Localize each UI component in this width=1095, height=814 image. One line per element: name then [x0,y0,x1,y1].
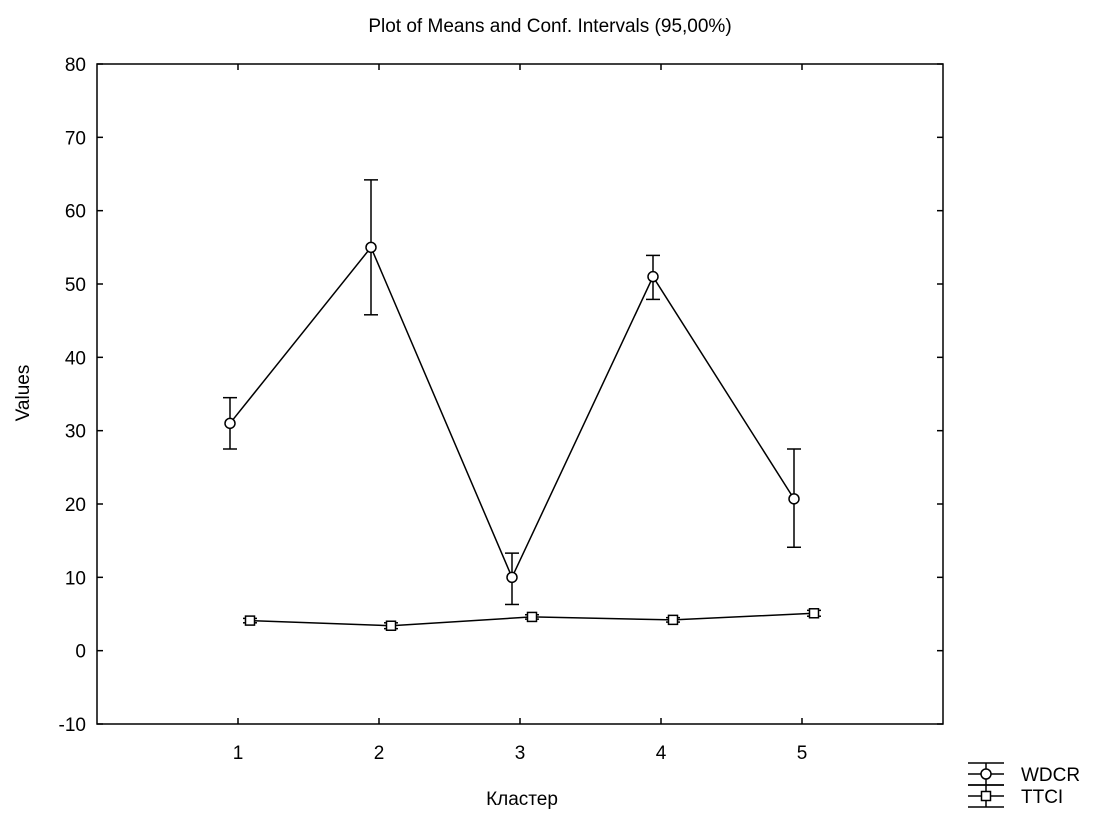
series-line [229,245,795,580]
y-tick-label: 60 [65,202,86,223]
y-tick-label: -10 [59,715,86,736]
y-tick-label: 80 [65,55,86,76]
y-tick-label: 20 [65,495,86,516]
data-point [526,611,538,623]
x-tick-label: 2 [374,743,385,764]
y-axis-label: Values [13,365,34,422]
data-point [506,571,518,584]
legend-symbol [968,784,1004,808]
data-point [667,614,679,626]
y-tick-label: 30 [65,422,86,443]
legend-symbol [968,762,1004,786]
y-tick-label: 70 [65,128,86,149]
y-tick-label: 10 [65,568,86,589]
data-point [788,493,800,505]
series-wdcr [223,179,801,606]
y-tick-label: 0 [75,642,86,663]
data-point [365,241,377,254]
series-ttci [243,608,821,631]
data-point [385,620,397,631]
legend-label: WDCR [1021,765,1080,786]
y-tick-label: 40 [65,348,86,369]
legend-label: TTCI [1021,787,1063,808]
x-tick-label: 5 [797,743,808,764]
x-axis-label: Кластер [486,789,558,810]
data-point [647,270,659,283]
data-point [224,417,236,430]
x-tick-label: 4 [656,743,667,764]
y-tick-label: 50 [65,275,86,296]
data-point [808,608,820,619]
chart-title: Plot of Means and Conf. Intervals (95,00… [368,16,731,37]
series-layer [223,179,821,631]
plot-frame [96,63,944,725]
x-tick-label: 1 [233,743,244,764]
legend-entry-wdcr: WDCR [968,762,1080,786]
x-axis-ticks: 1 2 3 4 5 [233,64,808,764]
data-point [244,615,256,626]
y-axis-ticks: -10 0 10 20 30 40 50 60 70 80 [59,55,943,736]
legend-entry-ttci: TTCI [968,784,1063,808]
x-tick-label: 3 [515,743,526,764]
